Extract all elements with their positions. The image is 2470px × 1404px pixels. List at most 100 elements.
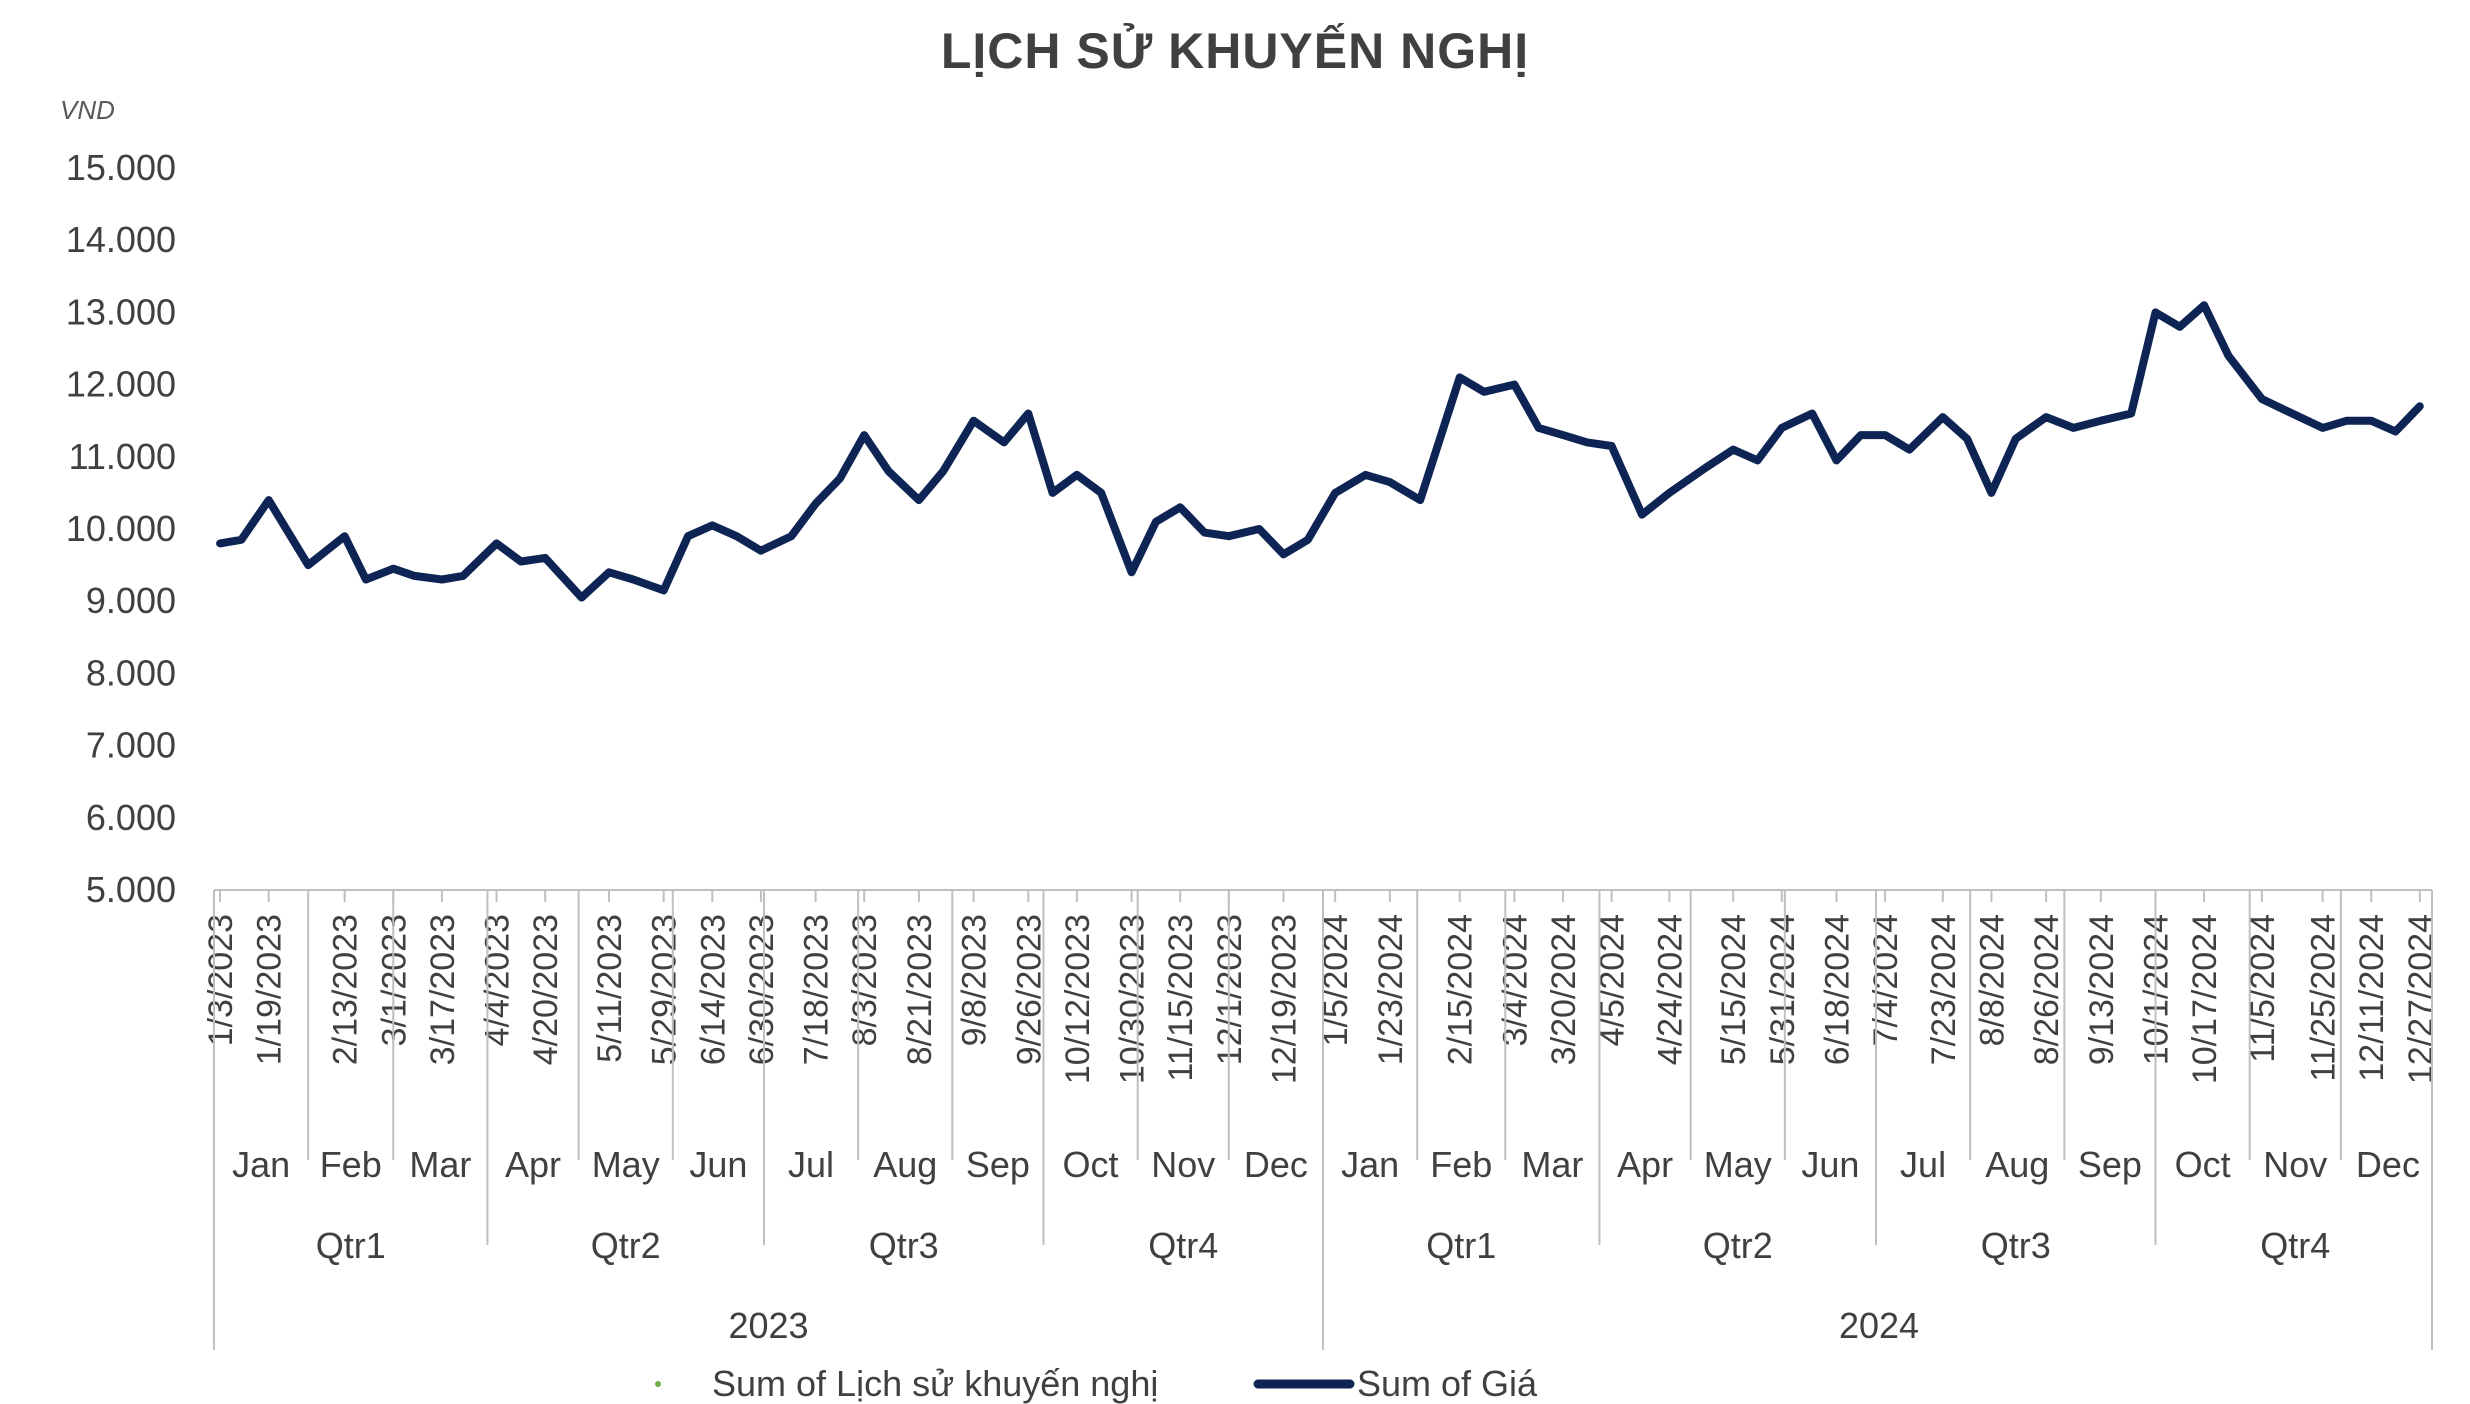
price-data-point — [2224, 352, 2232, 360]
price-data-point — [2288, 410, 2296, 417]
y-tick-label: 5.000 — [86, 869, 176, 910]
y-tick-label: 14.000 — [66, 219, 176, 260]
x-date-label: 6/14/2023 — [694, 914, 732, 1065]
price-data-point — [1963, 435, 1971, 443]
x-month-label: Jun — [1801, 1144, 1859, 1185]
price-data-point — [1304, 536, 1312, 544]
x-date-label: 8/26/2024 — [2028, 914, 2066, 1065]
x-month-label: Jan — [232, 1144, 290, 1185]
x-date-label: 5/15/2024 — [1715, 914, 1753, 1065]
price-data-point — [1729, 446, 1737, 454]
x-date-label: 12/19/2023 — [1266, 914, 1304, 1084]
price-data-point — [1097, 489, 1105, 497]
price-data-point — [341, 532, 349, 540]
x-month-label: Aug — [1985, 1144, 2049, 1185]
x-date-label: 12/27/2024 — [2402, 914, 2440, 1084]
price-data-point — [915, 496, 923, 504]
y-tick-label: 15.000 — [66, 147, 176, 188]
price-data-point — [1000, 438, 1008, 446]
price-data-point — [493, 539, 501, 547]
price-data-point — [1201, 529, 1208, 537]
price-data-point — [1939, 413, 1947, 421]
x-date-label: 8/21/2023 — [901, 914, 939, 1065]
price-data-point — [757, 547, 765, 555]
x-date-label: 7/18/2023 — [798, 914, 836, 1065]
x-month-label: Apr — [505, 1144, 561, 1185]
legend: Sum of Lịch sử khuyến nghị Sum of Giá — [655, 1363, 1538, 1404]
y-tick-label: 12.000 — [66, 364, 176, 405]
x-axis-year-labels: 2023 2024 — [213, 1245, 1919, 1350]
price-data-point — [1049, 489, 1057, 497]
x-date-label: 7/23/2024 — [1925, 914, 1963, 1065]
price-data-point — [1128, 568, 1136, 576]
x-month-label: Jan — [1341, 1144, 1399, 1185]
x-date-label: 5/31/2024 — [1764, 914, 1802, 1065]
price-data-point — [2070, 424, 2077, 432]
x-month-label: Aug — [873, 1144, 937, 1185]
price-data-point — [265, 496, 273, 504]
x-month-label: Jun — [689, 1144, 747, 1185]
price-data-point — [2319, 424, 2327, 432]
price-data-point — [1778, 424, 1786, 432]
price-data-point — [1280, 550, 1287, 558]
price-data-point — [2200, 301, 2208, 309]
x-date-label: 4/20/2023 — [527, 914, 565, 1065]
x-quarter-label: Qtr2 — [591, 1225, 661, 1266]
price-data-point — [787, 532, 795, 540]
price-data-point — [2343, 417, 2351, 425]
price-data-point — [629, 576, 637, 583]
x-date-label: 1/19/2023 — [251, 914, 289, 1065]
price-data-point — [885, 467, 892, 475]
x-quarter-label: Qtr4 — [2260, 1225, 2330, 1266]
y-axis-ticks: 15.000 14.000 13.000 12.000 11.000 10.000 9.00… — [66, 147, 176, 910]
y-axis-unit-label: VND — [60, 95, 115, 125]
legend-recommendation-label: Sum of Lịch sử khuyến nghị — [712, 1363, 1158, 1404]
price-data-point — [1987, 489, 1995, 497]
legend-price-label: Sum of Giá — [1357, 1363, 1538, 1404]
price-data-point — [2367, 417, 2375, 425]
price-data-point — [2258, 395, 2266, 403]
x-date-label: 10/17/2024 — [2186, 914, 2224, 1084]
price-data-point — [1331, 489, 1339, 497]
legend-recommendation-marker — [655, 1381, 661, 1387]
x-date-label: 1/3/2023 — [202, 914, 240, 1046]
price-data-point — [1386, 478, 1394, 486]
x-date-label: 6/30/2023 — [743, 914, 781, 1065]
price-data-point — [970, 417, 978, 425]
price-data-point — [860, 431, 868, 439]
price-data-point — [605, 568, 613, 576]
x-quarter-label: Qtr3 — [1981, 1225, 2051, 1266]
x-date-label: 3/4/2024 — [1496, 914, 1534, 1046]
y-tick-label: 11.000 — [69, 436, 176, 477]
price-data-point — [1583, 438, 1591, 446]
x-month-label: May — [1704, 1144, 1772, 1185]
price-data-point — [733, 532, 741, 540]
price-data-point — [1416, 496, 1424, 504]
x-month-label: Jul — [788, 1144, 834, 1185]
price-data-point — [389, 565, 397, 573]
x-date-label: 4/24/2024 — [1651, 914, 1689, 1065]
price-series-line — [216, 301, 2424, 602]
x-date-label: 5/11/2023 — [591, 914, 629, 1063]
y-tick-label: 10.000 — [66, 508, 176, 549]
x-date-label: 6/18/2024 — [1818, 914, 1856, 1065]
price-data-point — [1255, 525, 1263, 533]
x-month-label: Jul — [1900, 1144, 1946, 1185]
x-date-label: 1/23/2024 — [1372, 914, 1410, 1065]
x-month-label: May — [592, 1144, 660, 1185]
price-data-point — [362, 576, 370, 583]
y-tick-label: 13.000 — [66, 291, 176, 332]
price-data-point — [1665, 489, 1673, 497]
x-month-label: Oct — [1063, 1144, 1119, 1185]
x-quarter-label: Qtr1 — [1426, 1225, 1496, 1266]
x-date-label: 9/13/2024 — [2083, 914, 2121, 1065]
x-month-label: Feb — [320, 1144, 382, 1185]
y-tick-label: 8.000 — [86, 652, 176, 693]
price-data-point — [2416, 402, 2424, 410]
x-year-label: 2024 — [1839, 1305, 1919, 1346]
x-axis-month-labels: Jan Feb Mar Apr May Jun Jul Aug Sep Oct Nov Dec Jan F… — [213, 890, 2433, 1350]
x-date-label: 5/29/2023 — [646, 914, 684, 1065]
x-date-label: 8/3/2023 — [846, 914, 884, 1046]
price-data-point — [1833, 456, 1840, 464]
price-data-point — [708, 521, 716, 529]
